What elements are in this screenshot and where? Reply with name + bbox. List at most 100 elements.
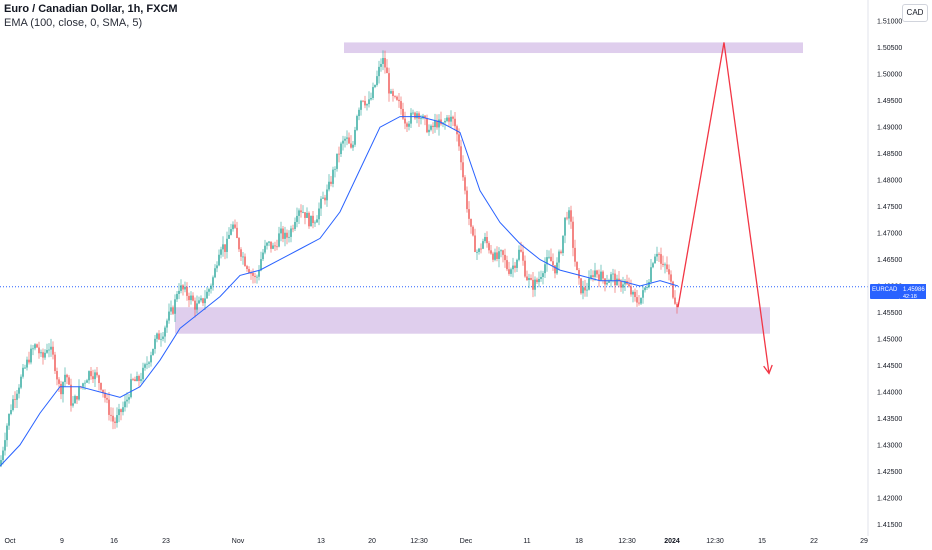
candle (578, 267, 580, 285)
candle (206, 287, 208, 299)
ema-line (0, 116, 679, 467)
candle-body (296, 215, 298, 222)
candle-body (224, 244, 226, 252)
candle-body (362, 100, 364, 102)
candle (194, 297, 196, 318)
candle-body (354, 129, 356, 145)
candle (376, 70, 378, 87)
currency-button[interactable]: CAD (902, 4, 928, 22)
candle-body (110, 414, 112, 416)
candle (380, 58, 382, 72)
candle (400, 96, 402, 115)
support-zone[interactable] (175, 307, 770, 334)
candle (112, 407, 114, 430)
candle-body (460, 146, 462, 163)
candle-body (652, 263, 654, 268)
candle-body (440, 119, 442, 125)
candle-body (482, 241, 484, 249)
candle (414, 111, 416, 120)
candle (106, 393, 108, 404)
candle-body (108, 399, 110, 415)
candle (186, 282, 188, 301)
candle-body (208, 289, 210, 292)
candle-body (536, 279, 538, 283)
candle (466, 186, 468, 213)
candle (82, 382, 84, 390)
candle-body (22, 367, 24, 377)
candle (30, 344, 32, 365)
candle (518, 245, 520, 262)
candle-body (590, 275, 592, 279)
time-tick-label: 13 (317, 538, 325, 545)
candle (494, 248, 496, 262)
candle-body (378, 66, 380, 77)
candle (222, 236, 224, 257)
candle-body (176, 293, 178, 300)
candle-body (594, 270, 596, 277)
candle-body (82, 383, 84, 387)
candle-body (282, 228, 284, 239)
candle (404, 111, 406, 130)
candle (166, 318, 168, 333)
candle-body (46, 350, 48, 353)
candle-body (504, 254, 506, 261)
candle (642, 285, 644, 304)
price-tick-label: 1.51000 (877, 19, 902, 26)
candle (40, 349, 42, 357)
resistance-zone[interactable] (344, 42, 803, 54)
candle (62, 381, 64, 403)
candle-body (502, 250, 504, 255)
candle-body (322, 197, 324, 199)
candle-body (326, 189, 328, 201)
candle-body (596, 270, 598, 275)
candle (300, 204, 302, 218)
price-tick-label: 1.47500 (877, 204, 902, 211)
candle (294, 217, 296, 232)
candle (514, 262, 516, 273)
candle (440, 111, 442, 126)
candle-body (496, 252, 498, 259)
candle-body (484, 237, 486, 242)
candle (530, 274, 532, 281)
candle-body (614, 273, 616, 286)
candle-body (76, 396, 78, 400)
projection-line[interactable] (677, 42, 770, 374)
candle (274, 241, 276, 252)
time-tick-label: 9 (60, 538, 64, 545)
candle-body (2, 450, 4, 461)
indicator-legend[interactable]: EMA (100, close, 0, SMA, 5) (4, 17, 143, 29)
candle (436, 114, 438, 130)
candle-body (56, 371, 58, 380)
candle (670, 270, 672, 286)
candle (510, 267, 512, 277)
time-tick-label: 12:30 (618, 538, 636, 545)
candle-body (40, 352, 42, 354)
candle-body (454, 118, 456, 127)
candle (512, 257, 514, 278)
candle-body (210, 285, 212, 290)
candle-body (638, 302, 640, 304)
candle-body (86, 380, 88, 383)
candle (148, 360, 150, 368)
candle (218, 249, 220, 267)
candle (358, 107, 360, 121)
candle-body (164, 327, 166, 337)
candle (366, 103, 368, 111)
candle-body (374, 84, 376, 88)
candle (342, 135, 344, 151)
candle (14, 391, 16, 409)
candle-body (232, 224, 234, 230)
candle-body (124, 401, 126, 408)
candle-body (436, 120, 438, 128)
candle-body (54, 354, 56, 372)
candle-body (316, 219, 318, 223)
candle-body (630, 286, 632, 295)
candle (270, 241, 272, 253)
candle (324, 194, 326, 205)
candle-body (226, 238, 228, 252)
candle (202, 297, 204, 307)
time-tick-label: 2024 (664, 538, 680, 545)
candle-body (676, 303, 678, 308)
candle (614, 269, 616, 293)
